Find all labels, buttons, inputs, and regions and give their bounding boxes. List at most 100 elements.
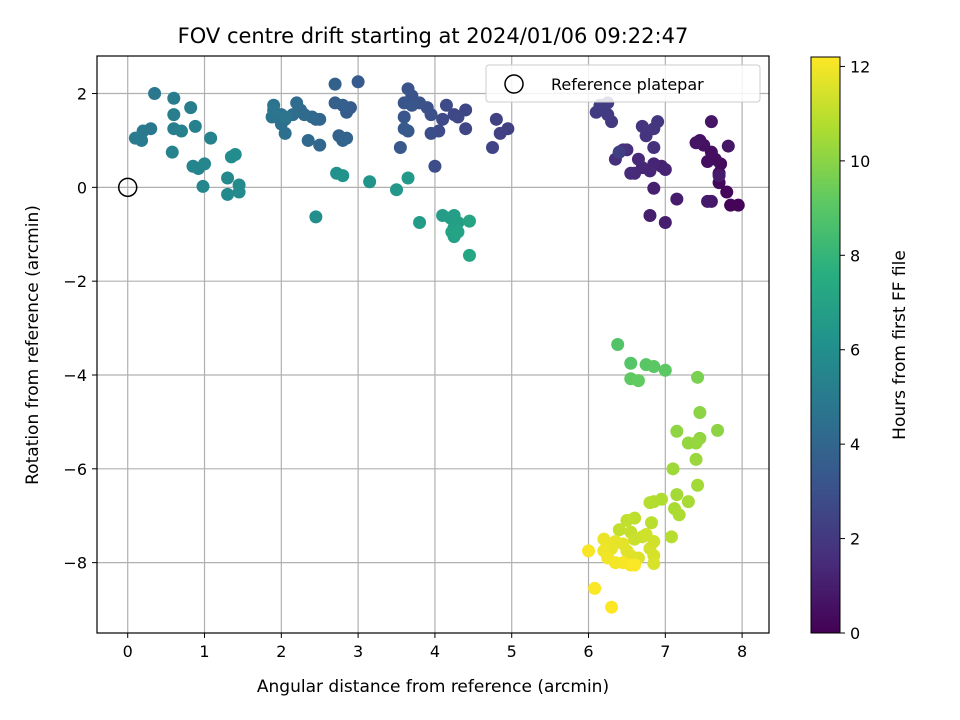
plot-frame (96, 55, 770, 634)
scatter-point (428, 159, 442, 173)
scatter-point (704, 115, 718, 129)
scatter-point (278, 110, 292, 124)
scatter-point (198, 157, 212, 171)
scatter-point (611, 338, 625, 351)
legend-label: Reference platepar (551, 75, 704, 94)
scatter-point (620, 513, 634, 527)
scatter-point (328, 96, 342, 110)
y-tick-label: −8 (63, 554, 87, 573)
scatter-point (724, 198, 738, 212)
colorbar (810, 56, 841, 634)
scatter-point (711, 423, 725, 437)
scatter-point (647, 181, 661, 195)
colorbar-label: Hours from first FF file (890, 250, 910, 440)
scatter-point (290, 96, 304, 110)
x-tick-label: 5 (507, 642, 517, 661)
scatter-point (401, 82, 415, 96)
y-axis-label: Rotation from reference (arcmin) (23, 205, 43, 485)
scatter-point (664, 530, 678, 544)
y-tick-label: 0 (77, 178, 87, 197)
scatter-point (363, 175, 377, 189)
scatter-point (721, 139, 735, 153)
x-tick-label: 1 (199, 642, 209, 661)
scatter-point (670, 488, 684, 502)
scatter-point (493, 126, 507, 140)
scatter-point (393, 140, 407, 154)
scatter-point (148, 87, 162, 101)
scatter-point (328, 77, 342, 91)
legend-box (485, 64, 761, 103)
scatter-point (612, 523, 626, 537)
scatter-point (397, 122, 411, 136)
scatter-point (601, 108, 615, 122)
scatter-point (670, 424, 684, 438)
scatter-point (643, 208, 657, 222)
scatter-point (658, 216, 672, 230)
scatter-point (605, 600, 619, 614)
scatter-point (624, 166, 638, 180)
scatter-point (336, 169, 350, 183)
scatter-point (390, 183, 404, 197)
scatter-point (647, 557, 661, 571)
scatter-point (405, 98, 419, 112)
scatter-point (582, 544, 596, 558)
scatter-point (204, 131, 218, 145)
legend-marker (504, 74, 524, 94)
scatter-point (701, 194, 715, 208)
scatter-point (267, 103, 281, 117)
scatter-point (597, 532, 611, 546)
scatter-point (459, 122, 473, 136)
colorbar-ticks: 0 2 4 6 8 10 12 (840, 57, 870, 643)
scatter-point (691, 370, 705, 384)
scatter-point (631, 374, 645, 388)
scatter-point (693, 406, 707, 420)
scatter-point (681, 495, 695, 509)
scatter-point (165, 145, 179, 159)
data-points (128, 75, 745, 614)
chart-title: FOV centre drift starting at 2024/01/06 … (178, 24, 689, 48)
scatter-point (184, 101, 198, 115)
y-tick-label: 2 (77, 85, 87, 104)
x-tick-label: 4 (430, 642, 440, 661)
x-tick-label: 7 (660, 642, 670, 661)
scatter-point (612, 145, 626, 159)
scatter-point (174, 124, 188, 138)
colorbar-tick-label: 10 (850, 152, 870, 171)
scatter-point (701, 155, 715, 169)
scatter-point (221, 171, 235, 185)
colorbar-tick-label: 2 (850, 530, 860, 549)
colorbar-tick-label: 0 (850, 624, 860, 643)
scatter-point (651, 115, 665, 129)
colorbar-tick-label: 6 (850, 341, 860, 360)
y-axis-ticks: −8 −6 −4 −2 0 2 (63, 85, 97, 573)
y-tick-label: −2 (63, 272, 87, 291)
scatter-point (486, 140, 500, 154)
scatter-point (221, 187, 235, 201)
x-tick-label: 2 (276, 642, 286, 661)
scatter-point (340, 131, 354, 145)
scatter-point (689, 452, 703, 466)
scatter-point (188, 119, 202, 133)
x-tick-label: 3 (353, 642, 363, 661)
reference-platepar-marker (117, 177, 138, 198)
scatter-point (128, 131, 142, 145)
scatter-point (167, 108, 181, 122)
scatter-point (658, 163, 672, 177)
scatter-point (167, 91, 181, 105)
scatter-point (309, 210, 323, 224)
scatter-point (489, 112, 503, 126)
legend: Reference platepar (485, 64, 761, 103)
scatter-point (672, 508, 686, 522)
x-tick-label: 8 (737, 642, 747, 661)
scatter-point (635, 119, 649, 133)
scatter-point (196, 179, 210, 193)
scatter-point (647, 140, 661, 154)
scatter-point (658, 363, 672, 377)
x-axis-ticks: 0 1 2 3 4 5 6 7 8 (123, 633, 747, 661)
scatter-point (720, 185, 734, 199)
x-tick-label: 0 (123, 642, 133, 661)
scatter-point (624, 356, 638, 370)
scatter-point (424, 126, 438, 140)
scatter-point (436, 112, 450, 126)
